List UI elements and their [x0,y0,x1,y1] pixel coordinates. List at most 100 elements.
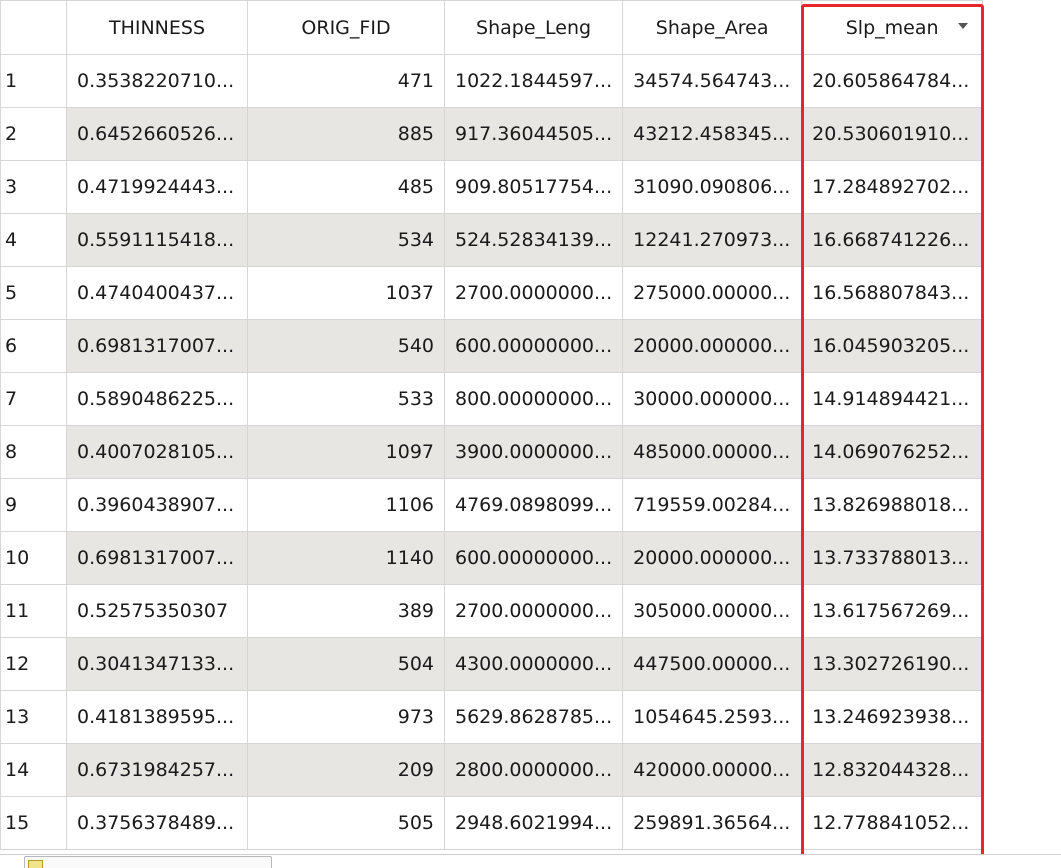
cell-thinness[interactable]: 0.5890486225... [66,372,248,426]
cell-shape-leng[interactable]: 3900.0000000... [443,425,624,479]
cell-thinness[interactable]: 0.6981317007... [66,531,248,585]
cell-orig-fid[interactable]: 973 [247,690,445,744]
cell-slp-mean[interactable]: 13.302726190... [801,637,984,691]
cell-thinness[interactable]: 0.5591115418... [66,213,248,267]
cell-orig-fid[interactable]: 540 [247,319,445,373]
row-number[interactable]: 10 [0,531,67,585]
cell-orig-fid[interactable]: 1106 [247,478,445,532]
table-row[interactable]: 9 0.3960438907... 1106 4769.0898099... 71955… [0,478,984,532]
cell-slp-mean[interactable]: 12.832044328... [801,743,984,797]
column-header-shape-leng[interactable]: Shape_Leng [443,0,624,55]
cell-shape-leng[interactable]: 524.52834139... [443,213,624,267]
cell-shape-area[interactable]: 12241.270973... [622,213,803,267]
row-number[interactable]: 7 [0,372,67,426]
cell-shape-area[interactable]: 719559.00284... [622,478,803,532]
cell-shape-area[interactable]: 275000.00000... [622,266,803,320]
table-row[interactable]: 6 0.6981317007... 540 600.00000000... 20000.… [0,319,984,373]
table-row[interactable]: 5 0.4740400437... 1037 2700.0000000... 27500… [0,266,984,320]
cell-slp-mean[interactable]: 14.914894421... [801,372,984,426]
cell-slp-mean[interactable]: 13.617567269... [801,584,984,638]
cell-slp-mean[interactable]: 17.284892702... [801,160,984,214]
bottom-toolbar-widget[interactable] [24,856,272,868]
cell-shape-leng[interactable]: 5629.8628785... [443,690,624,744]
column-header-orig-fid[interactable]: ORIG_FID [247,0,445,55]
cell-slp-mean[interactable]: 16.045903205... [801,319,984,373]
cell-shape-area[interactable]: 30000.000000... [622,372,803,426]
cell-thinness[interactable]: 0.4007028105... [66,425,248,479]
corner-header[interactable] [0,0,67,55]
cell-shape-area[interactable]: 420000.00000... [622,743,803,797]
cell-slp-mean[interactable]: 14.069076252... [801,425,984,479]
cell-orig-fid[interactable]: 534 [247,213,445,267]
cell-orig-fid[interactable]: 485 [247,160,445,214]
table-row[interactable]: 3 0.4719924443... 485 909.80517754... 31090.… [0,160,984,214]
cell-shape-leng[interactable]: 4300.0000000... [443,637,624,691]
cell-thinness[interactable]: 0.52575350307 [66,584,248,638]
column-header-shape-area[interactable]: Shape_Area [622,0,803,55]
cell-thinness[interactable]: 0.6731984257... [66,743,248,797]
cell-orig-fid[interactable]: 885 [247,107,445,161]
cell-shape-area[interactable]: 305000.00000... [622,584,803,638]
row-number[interactable]: 3 [0,160,67,214]
cell-orig-fid[interactable]: 533 [247,372,445,426]
cell-thinness[interactable]: 0.4719924443... [66,160,248,214]
column-header-thinness[interactable]: THINNESS [66,0,248,55]
row-number[interactable]: 8 [0,425,67,479]
cell-orig-fid[interactable]: 1037 [247,266,445,320]
cell-orig-fid[interactable]: 505 [247,796,445,850]
cell-shape-area[interactable]: 31090.090806... [622,160,803,214]
cell-shape-leng[interactable]: 2800.0000000... [443,743,624,797]
cell-slp-mean[interactable]: 13.826988018... [801,478,984,532]
cell-shape-area[interactable]: 1054645.2593... [622,690,803,744]
table-row[interactable]: 2 0.6452660526... 885 917.36044505... 43212.… [0,107,984,161]
row-number[interactable]: 4 [0,213,67,267]
row-number[interactable]: 15 [0,796,67,850]
row-number[interactable]: 5 [0,266,67,320]
cell-slp-mean[interactable]: 12.778841052... [801,796,984,850]
cell-orig-fid[interactable]: 504 [247,637,445,691]
cell-shape-area[interactable]: 20000.000000... [622,531,803,585]
cell-orig-fid[interactable]: 1097 [247,425,445,479]
row-number[interactable]: 2 [0,107,67,161]
cell-slp-mean[interactable]: 20.605864784... [801,54,984,108]
cell-slp-mean[interactable]: 13.246923938... [801,690,984,744]
row-number[interactable]: 1 [0,54,67,108]
cell-shape-area[interactable]: 34574.564743... [622,54,803,108]
cell-shape-leng[interactable]: 2948.6021994... [443,796,624,850]
cell-slp-mean[interactable]: 16.568807843... [801,266,984,320]
cell-thinness[interactable]: 0.3041347133... [66,637,248,691]
cell-orig-fid[interactable]: 1140 [247,531,445,585]
table-row[interactable]: 14 0.6731984257... 209 2800.0000000... 42000… [0,743,984,797]
cell-slp-mean[interactable]: 20.530601910... [801,107,984,161]
cell-shape-leng[interactable]: 2700.0000000... [443,584,624,638]
cell-shape-leng[interactable]: 917.36044505... [443,107,624,161]
cell-orig-fid[interactable]: 209 [247,743,445,797]
cell-shape-area[interactable]: 20000.000000... [622,319,803,373]
cell-orig-fid[interactable]: 389 [247,584,445,638]
table-row[interactable]: 4 0.5591115418... 534 524.52834139... 12241.… [0,213,984,267]
cell-slp-mean[interactable]: 13.733788013... [801,531,984,585]
cell-thinness[interactable]: 0.4740400437... [66,266,248,320]
cell-shape-area[interactable]: 259891.36564... [622,796,803,850]
column-header-slp-mean[interactable]: Slp_mean [801,0,984,55]
cell-shape-leng[interactable]: 600.00000000... [443,531,624,585]
table-row[interactable]: 12 0.3041347133... 504 4300.0000000... 44750… [0,637,984,691]
row-number[interactable]: 13 [0,690,67,744]
row-number[interactable]: 12 [0,637,67,691]
cell-shape-leng[interactable]: 909.80517754... [443,160,624,214]
table-row[interactable]: 7 0.5890486225... 533 800.00000000... 30000.… [0,372,984,426]
row-number[interactable]: 14 [0,743,67,797]
cell-shape-area[interactable]: 485000.00000... [622,425,803,479]
table-row[interactable]: 15 0.3756378489... 505 2948.6021994... 25989… [0,796,984,850]
row-number[interactable]: 11 [0,584,67,638]
cell-slp-mean[interactable]: 16.668741226... [801,213,984,267]
cell-thinness[interactable]: 0.3538220710... [66,54,248,108]
cell-orig-fid[interactable]: 471 [247,54,445,108]
cell-shape-leng[interactable]: 800.00000000... [443,372,624,426]
cell-thinness[interactable]: 0.6452660526... [66,107,248,161]
table-row[interactable]: 10 0.6981317007... 1140 600.00000000... 2000… [0,531,984,585]
cell-thinness[interactable]: 0.3960438907... [66,478,248,532]
chevron-down-icon[interactable] [958,23,969,29]
cell-shape-leng[interactable]: 600.00000000... [443,319,624,373]
cell-shape-leng[interactable]: 2700.0000000... [443,266,624,320]
